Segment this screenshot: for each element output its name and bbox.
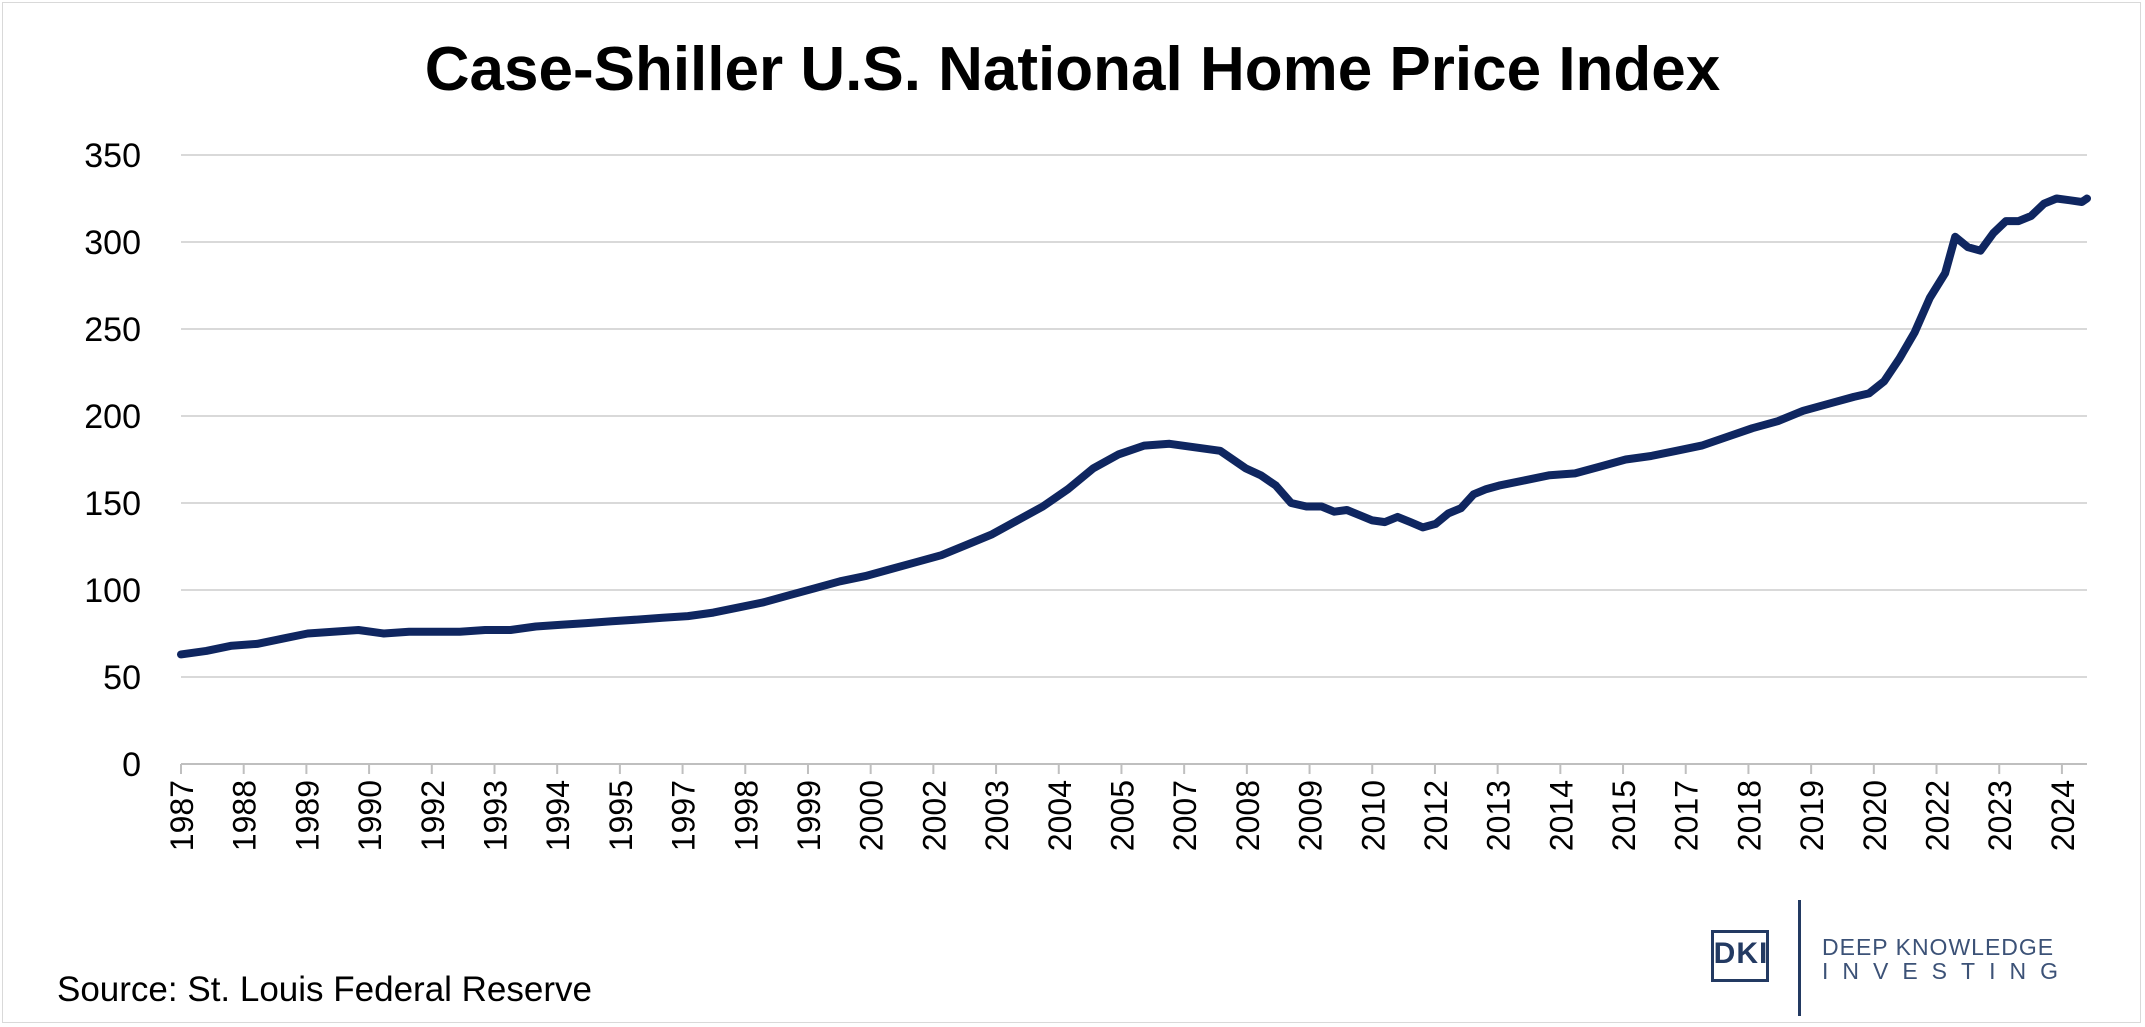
x-tick-label: 2008	[1230, 780, 1266, 851]
x-tick-label: 2000	[854, 780, 890, 851]
x-tick-label: 2004	[1042, 780, 1078, 851]
x-tick-label: 1997	[666, 780, 702, 851]
series-line-home-price-index	[177, 194, 2091, 659]
x-tick-label: 2015	[1606, 780, 1642, 851]
x-tick-label: 1994	[540, 780, 576, 851]
x-tick-label: 2024	[2045, 780, 2081, 851]
x-tick-label: 1998	[728, 780, 764, 851]
x-tick-label: 2012	[1418, 780, 1454, 851]
x-tick-label: 2017	[1669, 780, 1705, 851]
x-axis-tick-labels: 1987 1988 1989 1990 1992 1993 1994 1995 1997 1998…	[164, 780, 2081, 851]
y-tick-label: 50	[103, 659, 141, 697]
x-tick-label: 2007	[1167, 780, 1203, 851]
x-tick-label: 2014	[1543, 780, 1579, 851]
y-tick-label: 300	[84, 224, 141, 262]
chart-title: Case-Shiller U.S. National Home Price In…	[424, 35, 1721, 104]
gridlines	[181, 154, 2087, 678]
x-tick-label: 1990	[352, 780, 388, 851]
x-tick-label: 2003	[979, 780, 1015, 851]
logo-box	[1711, 930, 1769, 982]
x-tick-label: 1999	[791, 780, 827, 851]
logo-text-line2: INVESTING	[1822, 958, 2072, 984]
y-axis-tick-labels: 0 50 100 150 200 250 300 350	[84, 137, 141, 784]
x-axis	[180, 763, 2087, 774]
y-tick-label: 150	[84, 485, 141, 523]
logo-text-line1: DEEP KNOWLEDGE	[1822, 934, 2055, 960]
x-tick-label: 2023	[1982, 780, 2018, 851]
x-tick-label: 1993	[477, 780, 513, 851]
x-tick-label: 1987	[164, 780, 200, 851]
x-tick-label: 2009	[1293, 780, 1329, 851]
x-tick-label: 1995	[603, 780, 639, 851]
x-tick-label: 2022	[1920, 780, 1956, 851]
y-tick-label: 350	[84, 137, 141, 175]
dki-logo: DKI DEEP KNOWLEDGE INVESTING	[1708, 900, 2128, 1020]
x-tick-label: 2019	[1794, 780, 1830, 851]
y-tick-label: 100	[84, 572, 141, 610]
x-tick-label: 1989	[289, 780, 325, 851]
x-tick-label: 2002	[916, 780, 952, 851]
y-tick-label: 250	[84, 311, 141, 349]
logo-mark: DKI	[1713, 937, 1769, 970]
x-tick-label: 2020	[1857, 780, 1893, 851]
x-tick-label: 2018	[1731, 780, 1767, 851]
x-tick-label: 2010	[1355, 780, 1391, 851]
y-tick-label: 200	[84, 398, 141, 436]
source-note: Source: St. Louis Federal Reserve	[57, 970, 592, 1009]
logo-divider	[1798, 900, 1801, 1016]
x-tick-label: 1992	[415, 780, 451, 851]
y-tick-label: 0	[122, 746, 141, 784]
x-tick-label: 2013	[1481, 780, 1517, 851]
x-tick-label: 1988	[227, 780, 263, 851]
x-tick-label: 2005	[1104, 780, 1140, 851]
